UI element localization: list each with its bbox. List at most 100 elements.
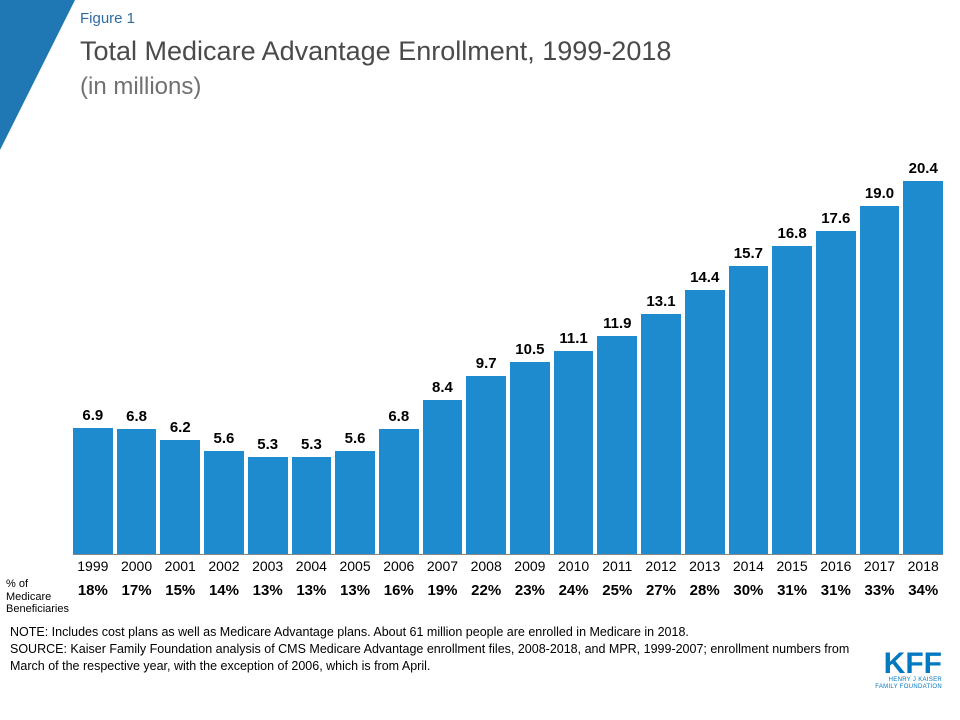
x-axis-year: 2011 <box>597 558 637 574</box>
bar-col: 11.9 <box>597 160 637 554</box>
x-axis-year: 2015 <box>772 558 812 574</box>
bar-col: 5.3 <box>292 160 332 554</box>
bar-rect <box>160 440 200 554</box>
pct-label: 24% <box>554 582 594 599</box>
x-axis-year: 2009 <box>510 558 550 574</box>
pct-label: 22% <box>466 582 506 599</box>
pct-label: 16% <box>379 582 419 599</box>
logo-main: KFF <box>875 650 942 677</box>
bar-rect <box>466 376 506 554</box>
pct-label: 33% <box>860 582 900 599</box>
bar-col: 15.7 <box>729 160 769 554</box>
bar-value-label: 5.3 <box>301 436 322 453</box>
bar-value-label: 6.8 <box>126 408 147 425</box>
bar-col: 5.3 <box>248 160 288 554</box>
bar-rect <box>117 429 157 554</box>
chart-subtitle: (in millions) <box>80 73 201 100</box>
bar-rect <box>641 314 681 554</box>
bar-rect <box>860 206 900 554</box>
x-axis-year: 2004 <box>292 558 332 574</box>
pct-label: 31% <box>816 582 856 599</box>
bar-col: 20.4 <box>903 160 943 554</box>
x-axis-year: 2018 <box>903 558 943 574</box>
x-axis-year: 2003 <box>248 558 288 574</box>
x-axis-year: 1999 <box>73 558 113 574</box>
x-axis-year: 2007 <box>423 558 463 574</box>
x-axis-year: 2005 <box>335 558 375 574</box>
pct-caption-line1: % of Medicare <box>6 578 51 603</box>
bar-col: 19.0 <box>860 160 900 554</box>
header: Figure 1 Total Medicare Advantage Enroll… <box>80 10 940 103</box>
pct-label: 23% <box>510 582 550 599</box>
x-axis-year: 2010 <box>554 558 594 574</box>
x-axis-year: 2016 <box>816 558 856 574</box>
x-axis-year: 2013 <box>685 558 725 574</box>
pct-label: 28% <box>685 582 725 599</box>
bar-rect <box>772 246 812 554</box>
bar-rect <box>816 231 856 554</box>
bar-value-label: 16.8 <box>778 225 807 242</box>
x-axis-year: 2014 <box>729 558 769 574</box>
bar-col: 13.1 <box>641 160 681 554</box>
bar-col: 14.4 <box>685 160 725 554</box>
bar-value-label: 5.3 <box>257 436 278 453</box>
kff-logo: KFF HENRY J KAISER FAMILY FOUNDATION <box>875 650 942 690</box>
bar-chart: 6.96.86.25.65.35.35.66.88.49.710.511.111… <box>73 160 943 555</box>
bar-value-label: 6.9 <box>82 407 103 424</box>
bar-value-label: 6.2 <box>170 419 191 436</box>
bar-col: 5.6 <box>335 160 375 554</box>
x-axis-year: 2002 <box>204 558 244 574</box>
bar-rect <box>423 400 463 554</box>
bars-row: 6.96.86.25.65.35.35.66.88.49.710.511.111… <box>73 160 943 555</box>
bar-col: 8.4 <box>423 160 463 554</box>
pct-label: 25% <box>597 582 637 599</box>
bar-rect <box>73 428 113 554</box>
bar-value-label: 10.5 <box>515 341 544 358</box>
footnotes: NOTE: Includes cost plans as well as Med… <box>10 624 850 675</box>
note-text: NOTE: Includes cost plans as well as Med… <box>10 624 850 641</box>
x-axis-year: 2017 <box>860 558 900 574</box>
bar-value-label: 15.7 <box>734 245 763 262</box>
bar-rect <box>204 451 244 554</box>
source-text: SOURCE: Kaiser Family Foundation analysi… <box>10 641 850 675</box>
figure-label: Figure 1 <box>80 10 940 27</box>
pct-label: 27% <box>641 582 681 599</box>
bar-col: 16.8 <box>772 160 812 554</box>
bar-rect <box>510 362 550 554</box>
logo-sub2: FAMILY FOUNDATION <box>875 684 942 690</box>
pct-label: 14% <box>204 582 244 599</box>
bar-col: 6.8 <box>379 160 419 554</box>
bar-value-label: 20.4 <box>909 160 938 177</box>
pct-label: 19% <box>423 582 463 599</box>
bar-col: 6.8 <box>117 160 157 554</box>
pct-label: 18% <box>73 582 113 599</box>
bar-rect <box>292 457 332 554</box>
bar-col: 11.1 <box>554 160 594 554</box>
pct-label: 17% <box>117 582 157 599</box>
bar-rect <box>685 290 725 554</box>
bar-col: 6.9 <box>73 160 113 554</box>
bar-rect <box>554 351 594 554</box>
pct-label: 13% <box>292 582 332 599</box>
bar-value-label: 6.8 <box>388 408 409 425</box>
title-text: Total Medicare Advantage Enrollment, 199… <box>80 36 671 66</box>
bar-col: 10.5 <box>510 160 550 554</box>
bar-rect <box>248 457 288 554</box>
bar-col: 6.2 <box>160 160 200 554</box>
bar-rect <box>379 429 419 554</box>
bar-value-label: 9.7 <box>476 355 497 372</box>
bar-value-label: 14.4 <box>690 269 719 286</box>
bar-rect <box>903 181 943 554</box>
bar-value-label: 8.4 <box>432 379 453 396</box>
pct-label: 31% <box>772 582 812 599</box>
bar-col: 17.6 <box>816 160 856 554</box>
pct-label: 30% <box>729 582 769 599</box>
x-axis-labels: 1999200020012002200320042005200620072008… <box>73 558 943 574</box>
chart-title: Total Medicare Advantage Enrollment, 199… <box>80 35 940 103</box>
x-axis-year: 2008 <box>466 558 506 574</box>
pct-label: 13% <box>248 582 288 599</box>
pct-row: 18%17%15%14%13%13%13%16%19%22%23%24%25%2… <box>73 582 943 599</box>
bar-value-label: 11.9 <box>603 315 631 332</box>
bar-value-label: 11.1 <box>559 330 587 347</box>
bar-col: 9.7 <box>466 160 506 554</box>
